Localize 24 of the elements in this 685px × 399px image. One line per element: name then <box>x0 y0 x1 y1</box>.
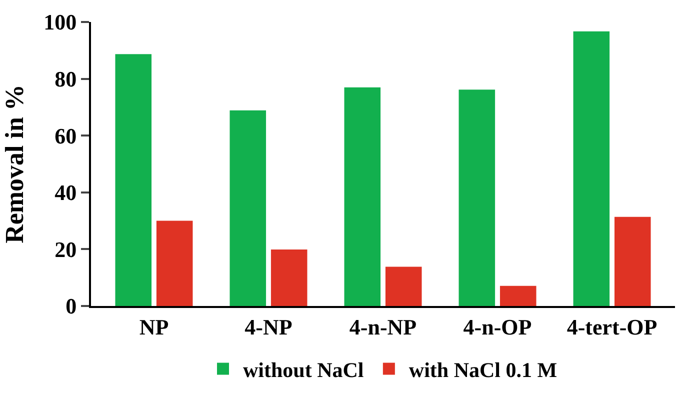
bar <box>270 249 308 306</box>
x-tick-label: 4-NP <box>244 314 292 340</box>
bar <box>344 87 381 306</box>
x-tick-label: NP <box>139 314 169 340</box>
y-tick-label: 40 <box>54 180 77 206</box>
x-tick-label: 4-tert-OP <box>566 314 658 340</box>
legend-label: without NaCl <box>243 358 364 382</box>
bar <box>573 31 610 306</box>
bar <box>385 266 422 306</box>
bar <box>115 54 152 306</box>
bar <box>156 220 193 306</box>
bar <box>614 216 651 306</box>
y-tick-label: 80 <box>54 66 77 92</box>
y-tick-label: 0 <box>66 294 77 319</box>
y-tick-label: 20 <box>54 236 77 262</box>
bar <box>458 90 496 306</box>
x-tick-label: 4-n-OP <box>463 314 532 340</box>
legend-label: with NaCl 0.1 M <box>408 358 558 382</box>
y-tick-label: 60 <box>54 123 77 148</box>
x-tick-label: 4-n-NP <box>349 314 417 340</box>
bar <box>230 110 266 306</box>
y-tick-label: 100 <box>44 10 77 35</box>
y-axis-title: Removal in % <box>0 84 29 244</box>
bar <box>500 286 536 306</box>
